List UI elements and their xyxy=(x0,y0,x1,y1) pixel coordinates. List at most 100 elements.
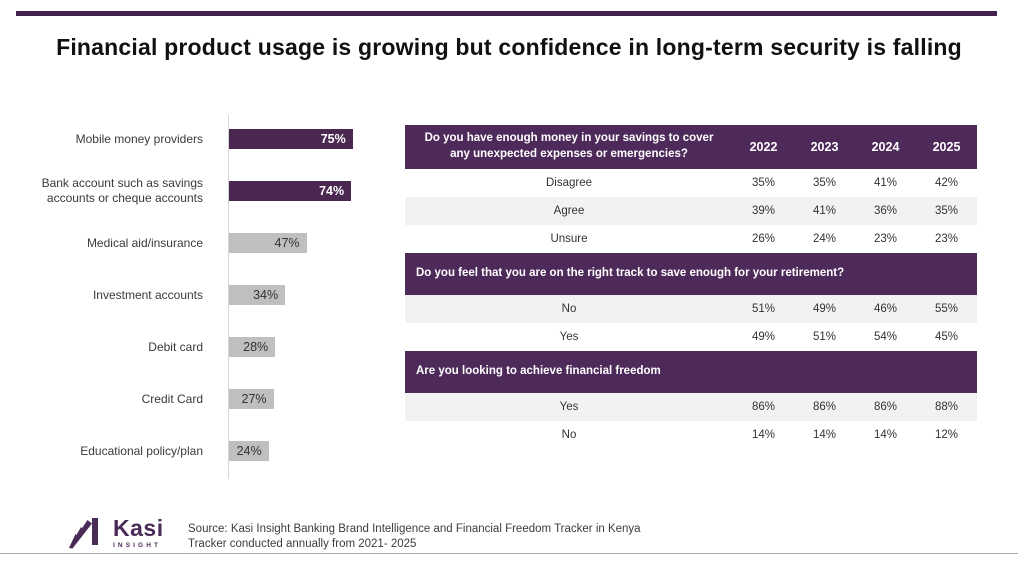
chart-row: Debit card 28% xyxy=(30,321,410,373)
row-value: 41% xyxy=(873,177,898,189)
row-value: 14% xyxy=(751,429,776,441)
section-header: Do you feel that you are on the right tr… xyxy=(405,253,977,295)
row-value: 51% xyxy=(812,331,837,343)
row-value: 51% xyxy=(751,303,776,315)
table-row: No 51% 49% 46% 55% xyxy=(405,295,977,323)
bar-zone: 28% xyxy=(229,337,410,357)
bar-value-label: 27% xyxy=(241,392,267,406)
row-value: 24% xyxy=(812,233,837,245)
year-column-header: 2025 xyxy=(932,140,961,154)
chart-row: Educational policy/plan 24% xyxy=(30,425,410,477)
row-value: 26% xyxy=(751,233,776,245)
table-row: Unsure 26% 24% 23% 23% xyxy=(405,225,977,253)
chart-row: Mobile money providers 75% xyxy=(30,113,410,165)
chart-axis-line xyxy=(228,115,229,479)
row-answer-label: Yes xyxy=(559,331,579,343)
kasi-logo-wordmark: Kasi INSIGHT xyxy=(113,514,164,550)
bar-zone: 75% xyxy=(229,129,410,149)
section-question: Do you feel that you are on the right tr… xyxy=(416,267,845,280)
row-value: 14% xyxy=(812,429,837,441)
year-column-header: 2024 xyxy=(871,140,900,154)
row-value: 36% xyxy=(873,205,898,217)
financial-products-bar-chart: Mobile money providers 75% Bank account su… xyxy=(30,113,410,479)
bar-zone: 47% xyxy=(229,233,410,253)
bar-category-label: Mobile money providers xyxy=(75,131,203,146)
row-answer-label: Unsure xyxy=(550,233,588,245)
row-value: 49% xyxy=(812,303,837,315)
row-answer-label: Agree xyxy=(553,205,585,217)
bar: 28% xyxy=(229,337,276,357)
row-value: 14% xyxy=(873,429,898,441)
row-value: 46% xyxy=(873,303,898,315)
row-value: 55% xyxy=(934,303,959,315)
year-column-header: 2022 xyxy=(749,140,778,154)
table-row: Yes 86% 86% 86% 88% xyxy=(405,393,977,421)
bar-value-label: 47% xyxy=(274,236,300,250)
row-value: 42% xyxy=(934,177,959,189)
survey-table: Do you have enough money in your savings… xyxy=(405,125,977,449)
row-value: 86% xyxy=(812,401,837,413)
row-value: 49% xyxy=(751,331,776,343)
top-accent-rule xyxy=(16,11,997,16)
table-row: Disagree 35% 35% 41% 42% xyxy=(405,169,977,197)
kasi-logo: Kasi INSIGHT xyxy=(66,514,164,552)
bar-value-label: 75% xyxy=(320,132,346,146)
table-row: Yes 49% 51% 54% 45% xyxy=(405,323,977,351)
bar: 47% xyxy=(229,233,307,253)
bar-zone: 27% xyxy=(229,389,410,409)
section-question: Do you have enough money in your savings… xyxy=(424,132,714,160)
row-value: 54% xyxy=(873,331,898,343)
source-line-2: Tracker conducted annually from 2021- 20… xyxy=(188,538,417,551)
kasi-logo-subtext: INSIGHT xyxy=(113,541,162,549)
bar-zone: 24% xyxy=(229,441,410,461)
row-answer-label: Disagree xyxy=(545,177,593,189)
chart-row: Medical aid/insurance 47% xyxy=(30,217,410,269)
row-value: 86% xyxy=(873,401,898,413)
bar-category-label: Investment accounts xyxy=(92,287,203,302)
bar-value-label: 28% xyxy=(243,340,269,354)
page-title: Financial product usage is growing but c… xyxy=(56,34,962,60)
bar: 74% xyxy=(229,181,352,201)
section-question: Are you looking to achieve financial fre… xyxy=(416,365,661,378)
row-value: 12% xyxy=(934,429,959,441)
row-value: 41% xyxy=(812,205,837,217)
bottom-divider-rule xyxy=(0,553,1018,554)
bar-category-label: Medical aid/insurance xyxy=(86,235,203,250)
bar: 75% xyxy=(229,129,353,149)
section-header: Are you looking to achieve financial fre… xyxy=(405,351,977,393)
bar-category-label: Bank account such as savings accounts or… xyxy=(41,176,203,205)
row-value: 35% xyxy=(934,205,959,217)
chart-rows: Mobile money providers 75% Bank account su… xyxy=(30,113,410,477)
row-answer-label: Yes xyxy=(559,401,579,413)
row-answer-label: No xyxy=(561,429,577,441)
year-column-header: 2023 xyxy=(810,140,839,154)
source-note: Source: Kasi Insight Banking Brand Intel… xyxy=(188,522,641,552)
bar: 24% xyxy=(229,441,269,461)
bar-value-label: 24% xyxy=(236,444,262,458)
row-value: 35% xyxy=(751,177,776,189)
bar: 27% xyxy=(229,389,274,409)
row-value: 88% xyxy=(934,401,959,413)
row-value: 39% xyxy=(751,205,776,217)
bar-category-label: Educational policy/plan xyxy=(80,443,203,458)
bar: 34% xyxy=(229,285,286,305)
row-value: 35% xyxy=(812,177,837,189)
bar-zone: 74% xyxy=(229,181,410,201)
kasi-logo-icon xyxy=(69,518,98,549)
row-value: 45% xyxy=(934,331,959,343)
kasi-logo-name: Kasi xyxy=(113,514,164,541)
row-value: 23% xyxy=(873,233,898,245)
bar-category-label: Debit card xyxy=(148,339,203,354)
chart-row: Bank account such as savings accounts or… xyxy=(30,165,410,217)
section-header: Do you have enough money in your savings… xyxy=(405,125,977,169)
row-value: 23% xyxy=(934,233,959,245)
chart-row: Investment accounts 34% xyxy=(30,269,410,321)
row-value: 86% xyxy=(751,401,776,413)
bar-zone: 34% xyxy=(229,285,410,305)
source-line-1: Source: Kasi Insight Banking Brand Intel… xyxy=(188,523,641,535)
table-row: No 14% 14% 14% 12% xyxy=(405,421,977,449)
table-row: Agree 39% 41% 36% 35% xyxy=(405,197,977,225)
bar-value-label: 34% xyxy=(253,288,279,302)
bar-category-label: Credit Card xyxy=(141,391,203,406)
row-answer-label: No xyxy=(561,303,577,315)
